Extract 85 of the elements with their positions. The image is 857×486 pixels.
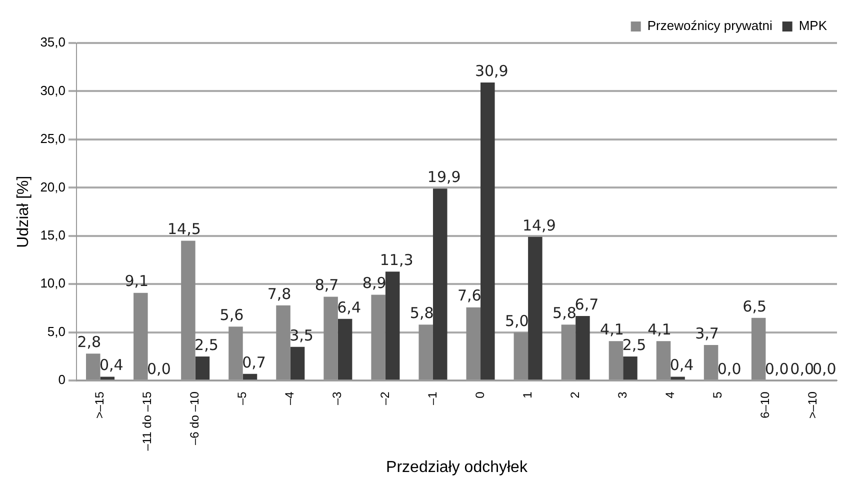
bar — [242, 374, 258, 380]
data-label: 7,6 — [457, 286, 482, 305]
x-tick-label: –5 — [235, 391, 250, 405]
x-tick-label: >–10 — [806, 391, 820, 419]
bar — [86, 354, 100, 380]
bar — [751, 318, 766, 380]
bar — [385, 272, 400, 380]
x-tick-label: >–15 — [92, 391, 107, 419]
data-label: 2,8 — [77, 333, 102, 352]
bar — [134, 292, 148, 380]
data-label: 4,1 — [600, 320, 624, 338]
bar — [623, 356, 638, 380]
data-label: 5,8 — [552, 304, 576, 322]
x-tick-label: 2 — [568, 391, 582, 398]
data-label: 0,0 — [717, 360, 742, 378]
data-label: 3,5 — [290, 326, 314, 344]
bar — [704, 344, 718, 380]
data-label: 0,4 — [99, 356, 124, 374]
data-label: 9,1 — [124, 272, 149, 290]
bar — [290, 346, 305, 380]
x-tick-label: 0 — [472, 391, 487, 398]
data-label: 14,5 — [167, 220, 201, 238]
x-tick-label: 3 — [615, 391, 630, 398]
bar — [432, 188, 448, 380]
bar — [371, 294, 386, 380]
bar — [228, 326, 243, 380]
bar — [195, 356, 210, 380]
y-tick-label: 10,0 — [40, 276, 66, 291]
bar — [276, 305, 290, 380]
bar — [576, 316, 590, 380]
data-label: 0,0 — [812, 360, 836, 378]
legend-label: MPK — [798, 18, 828, 34]
data-label: 2,5 — [622, 336, 646, 354]
data-label: 19,9 — [427, 168, 461, 186]
data-label: 0,0 — [764, 360, 789, 378]
data-label: 6,7 — [574, 295, 599, 314]
bar — [514, 332, 528, 380]
data-label: 5,8 — [410, 304, 434, 322]
y-tick-label: 15,0 — [40, 228, 66, 243]
y-tick-label: 35,0 — [40, 34, 66, 50]
bar — [466, 307, 481, 380]
data-label: 14,9 — [522, 216, 556, 234]
data-label: 2,5 — [194, 336, 218, 354]
data-label: 7,8 — [267, 284, 292, 303]
x-tick-label: –2 — [378, 391, 392, 405]
y-tick-label: 30,0 — [40, 82, 66, 98]
bar — [181, 240, 196, 380]
x-axis-title: Przedziały odchyłek — [386, 458, 528, 476]
data-label: 5,0 — [504, 312, 529, 330]
bar — [561, 324, 576, 380]
data-label: 6,5 — [742, 297, 767, 316]
x-tick-label: 1 — [520, 391, 534, 398]
data-label: 30,9 — [474, 62, 508, 80]
data-label: 6,4 — [337, 298, 361, 316]
data-label: 4,1 — [648, 320, 672, 338]
y-tick-label: 5,0 — [47, 324, 66, 339]
data-label: 0,0 — [147, 360, 171, 378]
bar — [324, 296, 338, 380]
y-tick-label: 20,0 — [40, 179, 66, 194]
data-label: 8,7 — [314, 276, 339, 294]
bar — [480, 82, 495, 380]
x-tick-label: –11 do –15 — [140, 391, 154, 451]
x-tick-label: –1 — [425, 391, 440, 405]
data-label: 3,7 — [695, 324, 719, 342]
data-label: 0,7 — [242, 353, 266, 372]
bar — [338, 318, 352, 380]
x-tick-label: –4 — [282, 391, 297, 405]
y-tick-label: 0 — [58, 372, 66, 388]
x-tick-label: 6–10 — [758, 391, 772, 418]
data-label: 5,6 — [220, 306, 244, 324]
data-label: 8,9 — [362, 274, 386, 292]
y-axis-title: Udział [%] — [15, 176, 32, 248]
data-label: 0,0 — [790, 360, 814, 378]
data-label: 0,4 — [670, 356, 694, 374]
bar — [528, 236, 542, 380]
x-tick-label: 4 — [662, 391, 677, 398]
legend-label: Przewoźnicy prywatni — [647, 18, 772, 34]
x-tick-label: 5 — [710, 391, 724, 398]
bar — [656, 341, 671, 380]
x-tick-label: –6 do –10 — [188, 391, 202, 446]
bar — [608, 341, 624, 380]
data-label: 11,3 — [380, 251, 414, 270]
x-tick-label: –3 — [330, 391, 344, 405]
y-tick-label: 25,0 — [40, 131, 66, 146]
bar — [418, 324, 433, 380]
